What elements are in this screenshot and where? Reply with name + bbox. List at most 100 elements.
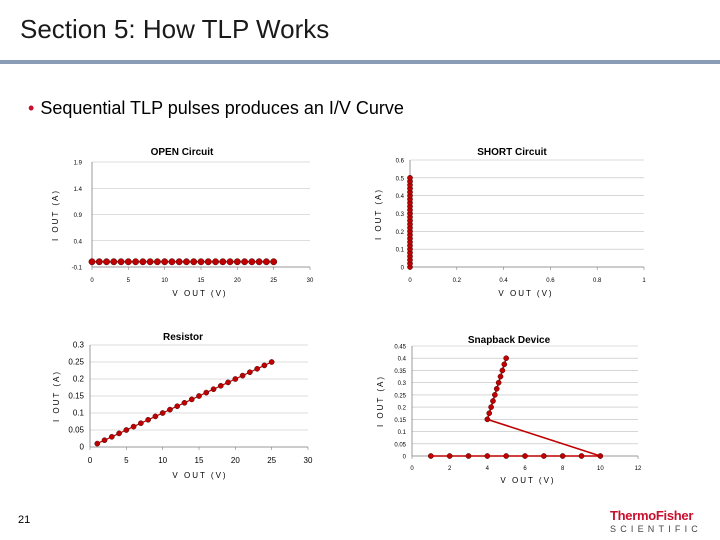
data-point xyxy=(503,453,510,459)
data-point xyxy=(146,258,154,266)
data-point xyxy=(484,416,491,423)
x-tick-label: 0.2 xyxy=(453,278,462,284)
data-point xyxy=(270,258,278,266)
y-tick-label: 0.4 xyxy=(398,357,407,363)
data-point xyxy=(175,258,183,266)
data-point xyxy=(123,427,130,433)
data-point xyxy=(248,258,256,266)
y-tick-label: 0 xyxy=(403,455,407,461)
x-tick-label: 10 xyxy=(161,278,168,284)
x-tick-label: 10 xyxy=(158,456,167,465)
data-point xyxy=(124,258,132,266)
data-point xyxy=(499,367,506,374)
data-point xyxy=(578,453,585,459)
y-tick-label: 0.5 xyxy=(396,176,405,182)
data-point xyxy=(188,396,195,403)
y-tick-label: 0.1 xyxy=(73,409,85,418)
data-point xyxy=(427,453,434,459)
y-tick-label: 0.3 xyxy=(398,381,407,387)
x-tick-label: 10 xyxy=(597,466,604,472)
data-point xyxy=(88,258,96,266)
x-tick-label: 0.8 xyxy=(593,278,602,284)
y-tick-label: 0.2 xyxy=(398,406,407,412)
y-tick-label: 0.25 xyxy=(394,393,406,399)
data-point xyxy=(522,453,528,459)
y-tick-label: 0.2 xyxy=(396,230,405,236)
y-tick-label: 1.9 xyxy=(74,161,83,167)
logo-wordmark: ThermoFisher xyxy=(610,508,694,523)
y-tick-label: 0.4 xyxy=(74,239,83,245)
x-tick-label: 20 xyxy=(234,278,241,284)
series-line xyxy=(487,418,601,457)
data-point xyxy=(168,258,176,266)
data-point xyxy=(116,430,122,437)
data-point xyxy=(226,258,234,266)
x-tick-label: 20 xyxy=(231,456,240,465)
y-tick-label: 0.15 xyxy=(394,418,406,424)
chart-open-circuit: OPEN Circuit -0.1 0.4 0.9 1.4 1.9 0 5 10 15 20 25 30… xyxy=(51,147,314,298)
data-point xyxy=(540,453,547,459)
data-point xyxy=(212,258,219,266)
data-point xyxy=(488,404,494,410)
chart-short-circuit: SHORT Circuit 0 0.1 0.2 0.3 0.4 0.5 0.6 0 0.2 0.4 0… xyxy=(374,147,646,298)
data-point xyxy=(233,258,241,266)
x-tick-label: 15 xyxy=(198,278,205,284)
data-point xyxy=(181,399,188,406)
data-point xyxy=(503,355,510,362)
x-tick-label: 15 xyxy=(195,456,204,465)
title-divider xyxy=(0,60,720,64)
data-point xyxy=(197,258,205,266)
x-axis-label: V OUT (V) xyxy=(500,476,555,485)
x-tick-label: 6 xyxy=(523,466,527,472)
data-point xyxy=(161,258,169,266)
data-point xyxy=(241,258,249,266)
y-tick-label: 0.15 xyxy=(68,392,84,401)
data-point xyxy=(167,406,173,413)
chart-resistor: Resistor 0 0.05 0.1 0.15 0.2 0.25 0.3 0 5 10 15 20 25… xyxy=(52,332,313,480)
data-point xyxy=(262,258,270,266)
logo-subtitle: SCIENTIFIC xyxy=(610,524,703,534)
data-point xyxy=(196,393,202,399)
x-tick-label: 4 xyxy=(486,466,490,472)
chart-title: Resistor xyxy=(163,332,203,343)
x-tick-label: 5 xyxy=(124,456,129,465)
y-tick-label: 0.9 xyxy=(74,213,83,219)
data-point xyxy=(183,258,190,266)
x-axis-label: V OUT (V) xyxy=(172,471,227,480)
data-point xyxy=(145,416,151,423)
company-logo: ThermoFisher SCIENTIFIC xyxy=(610,508,710,534)
data-point xyxy=(94,440,101,447)
x-tick-label: 25 xyxy=(267,456,276,465)
y-tick-label: 0.6 xyxy=(396,159,405,165)
y-axis-label: I OUT (A) xyxy=(52,370,61,422)
data-point xyxy=(492,392,498,398)
x-tick-label: 30 xyxy=(307,278,314,284)
data-point xyxy=(204,258,212,266)
x-tick-label: 5 xyxy=(127,278,131,284)
x-tick-label: 0 xyxy=(90,278,94,284)
y-tick-label: 0 xyxy=(80,443,85,452)
data-point xyxy=(130,423,137,430)
y-tick-label: 0.3 xyxy=(73,341,85,350)
data-point xyxy=(103,258,110,266)
chart-title: OPEN Circuit xyxy=(151,147,214,158)
data-point xyxy=(174,403,181,410)
data-point xyxy=(190,258,198,266)
data-point xyxy=(495,379,502,386)
data-point xyxy=(407,174,413,181)
y-axis-label: I OUT (A) xyxy=(374,188,383,240)
x-axis-label: V OUT (V) xyxy=(172,289,227,298)
x-tick-label: 8 xyxy=(561,466,565,472)
y-axis-label: I OUT (A) xyxy=(51,189,60,241)
data-point xyxy=(232,376,239,382)
y-tick-label: 0.45 xyxy=(394,345,406,351)
data-point xyxy=(493,385,500,392)
data-point xyxy=(261,362,268,369)
y-tick-label: 0.05 xyxy=(394,442,406,448)
data-point xyxy=(225,379,231,386)
x-tick-label: 0 xyxy=(408,278,412,284)
bullet-item: • Sequential TLP pulses produces an I/V C… xyxy=(28,98,404,119)
data-point xyxy=(217,382,224,389)
data-point xyxy=(117,258,125,266)
